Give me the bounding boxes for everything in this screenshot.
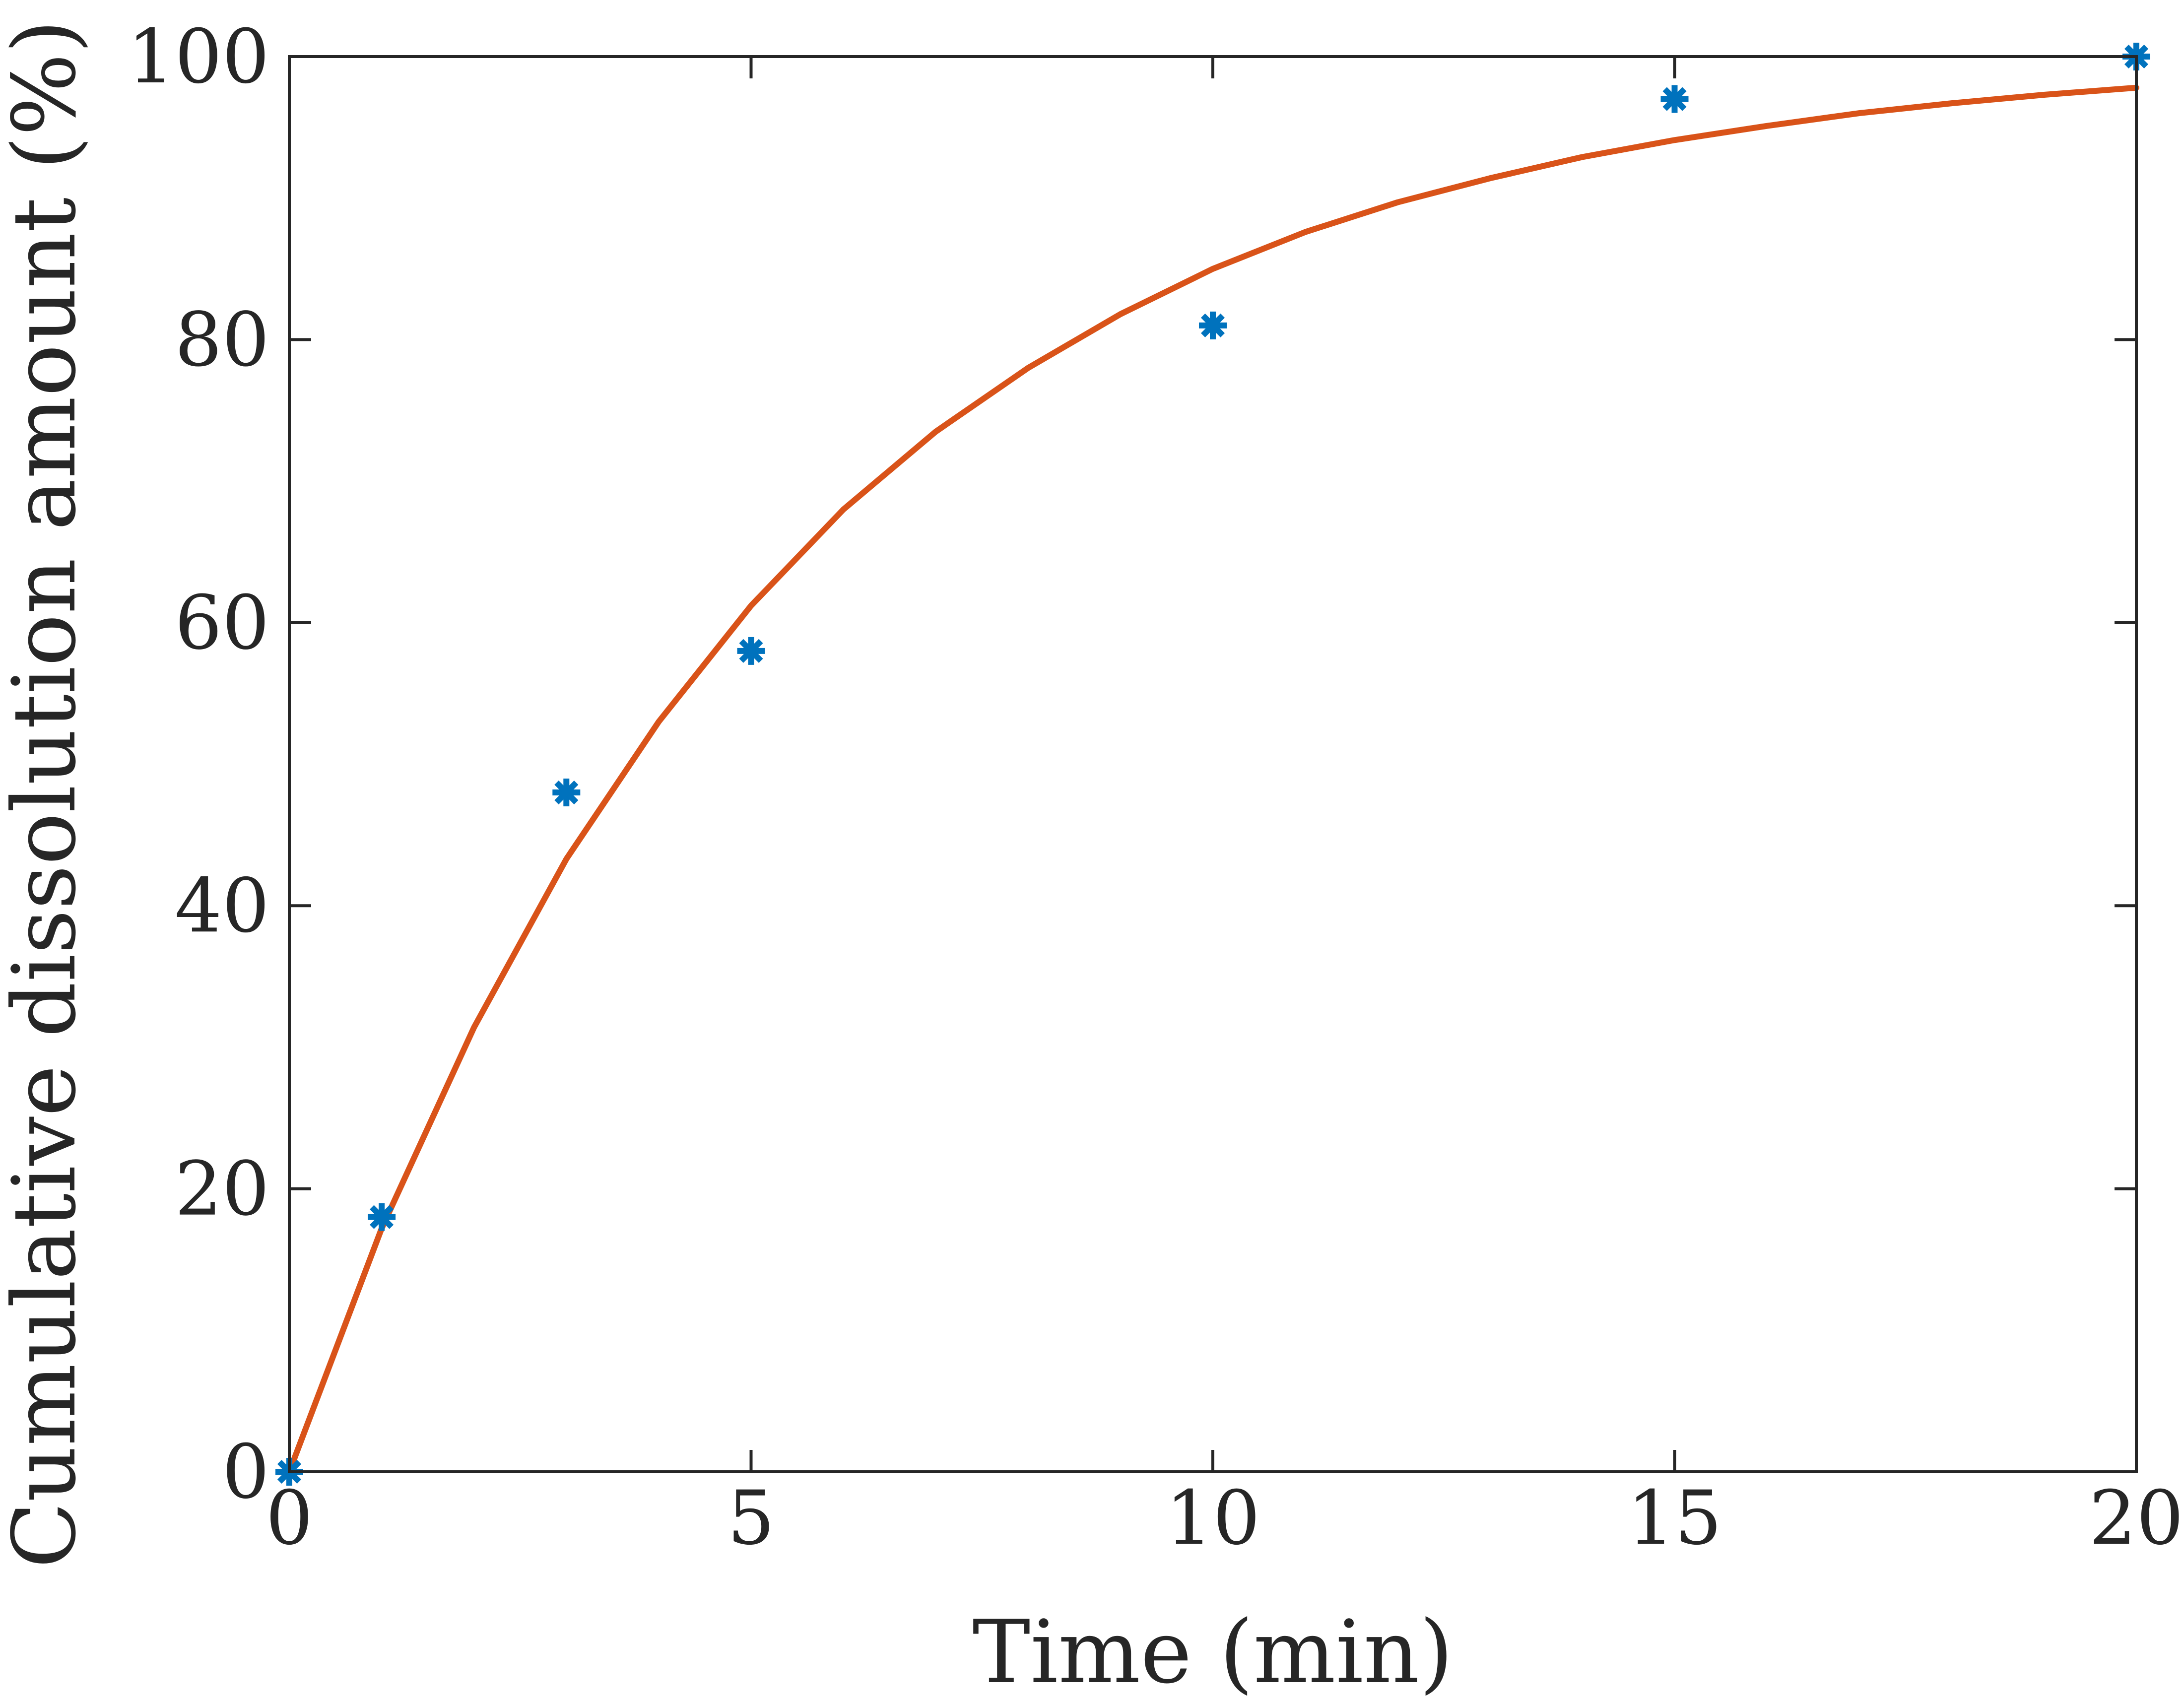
x-tick-label: 20 (2089, 1475, 2184, 1562)
y-tick-label: 100 (128, 14, 269, 100)
data-point-marker (737, 637, 765, 665)
y-tick-label: 60 (175, 580, 269, 666)
y-axis-label: Cumulative dissolution amount (%) (0, 19, 95, 1568)
x-tick-label: 15 (1627, 1475, 1722, 1562)
plot-area-frame (288, 55, 2138, 1473)
fit-curve-line (286, 84, 2139, 1475)
data-point-marker (368, 1203, 396, 1231)
y-tick-label: 40 (175, 863, 269, 949)
x-axis-ticks: 0 5 10 15 20 (265, 57, 2184, 1562)
y-tick-label: 80 (175, 297, 269, 383)
x-tick-label: 0 (265, 1475, 313, 1562)
x-tick-label: 10 (1166, 1475, 1260, 1562)
data-point-marker (552, 779, 581, 807)
x-tick-label: 5 (728, 1475, 775, 1562)
data-point-marker (1660, 85, 1689, 113)
y-tick-label: 20 (175, 1146, 269, 1233)
plot-series (275, 43, 2150, 1486)
x-axis-label: Time (min) (973, 1602, 1454, 1703)
y-axis-ticks: 0 20 40 60 80 100 (128, 14, 2136, 1515)
y-tick-label: 0 (222, 1429, 269, 1515)
data-point-marker (1199, 311, 1227, 339)
